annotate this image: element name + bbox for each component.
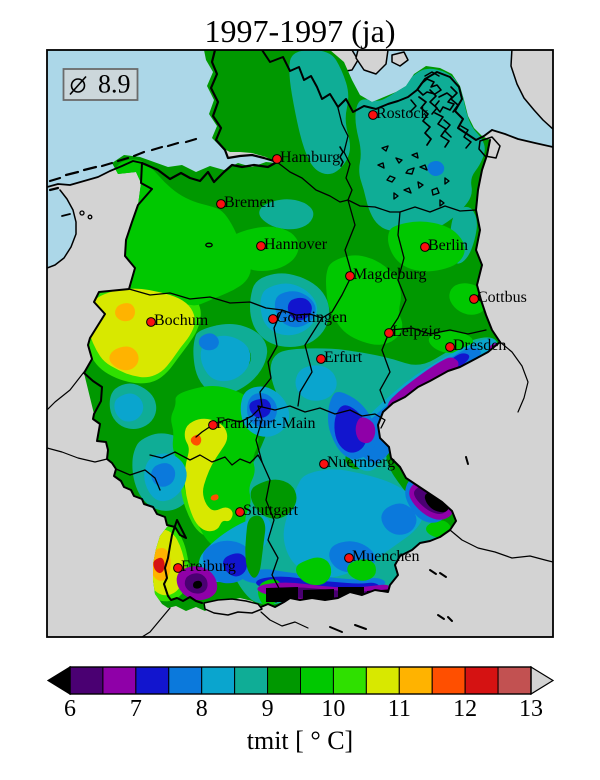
svg-text:Berlin: Berlin — [428, 237, 468, 254]
svg-text:10: 10 — [321, 696, 345, 722]
svg-text:8: 8 — [196, 696, 208, 722]
svg-text:Leipzig: Leipzig — [392, 323, 441, 340]
svg-text:Muenchen: Muenchen — [352, 548, 420, 565]
svg-text:6: 6 — [64, 696, 76, 722]
svg-text:Magdeburg: Magdeburg — [353, 266, 426, 283]
svg-text:9: 9 — [262, 696, 274, 722]
svg-text:13: 13 — [519, 696, 543, 722]
svg-text:Dresden: Dresden — [453, 337, 506, 354]
svg-text:Erfurt: Erfurt — [324, 349, 363, 366]
svg-text:Bochum: Bochum — [154, 312, 209, 329]
svg-text:Goettingen: Goettingen — [276, 309, 347, 326]
svg-text:Stuttgart: Stuttgart — [243, 502, 299, 519]
svg-text:12: 12 — [453, 696, 477, 722]
svg-text:Rostock: Rostock — [376, 105, 428, 122]
svg-text:Hamburg: Hamburg — [280, 149, 340, 166]
svg-text:11: 11 — [388, 696, 411, 722]
svg-text:Freiburg: Freiburg — [181, 558, 236, 575]
svg-text:7: 7 — [130, 696, 142, 722]
svg-text:tmit [ ° C]: tmit [ ° C] — [247, 726, 353, 755]
svg-text:Bremen: Bremen — [224, 194, 275, 211]
svg-text:Cottbus: Cottbus — [477, 289, 527, 306]
svg-text:8.9: 8.9 — [98, 70, 131, 99]
svg-text:Hannover: Hannover — [264, 236, 328, 253]
svg-text:1997-1997 (ja): 1997-1997 (ja) — [204, 13, 395, 49]
svg-text:Frankfurt-Main: Frankfurt-Main — [216, 415, 316, 432]
svg-text:Nuernberg: Nuernberg — [327, 454, 395, 471]
